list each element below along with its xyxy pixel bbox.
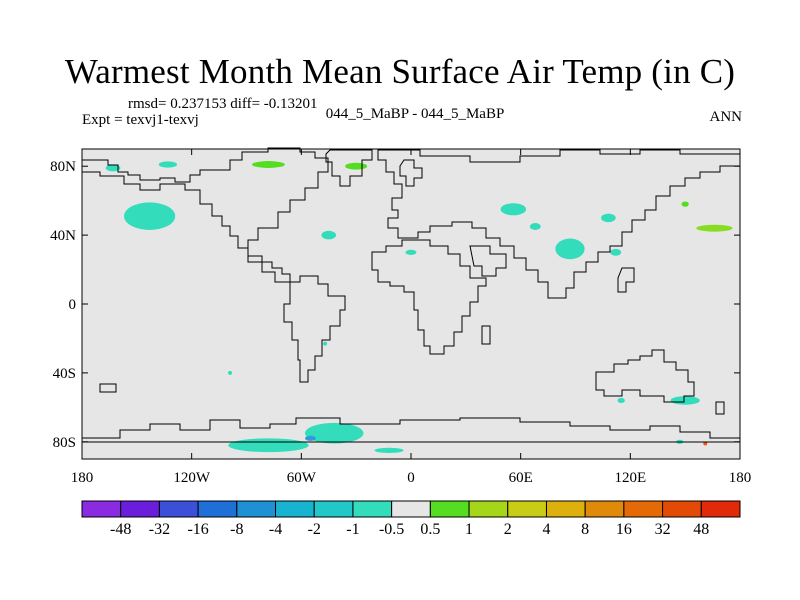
colorbar-label: 0.5	[420, 521, 440, 538]
colorbar-label: -2	[308, 521, 321, 538]
colorbar-swatch	[313, 500, 354, 518]
anomaly-north-pacific-green	[696, 224, 733, 232]
coastline-arabia	[469, 245, 507, 277]
colorbar-swatch	[120, 500, 160, 518]
y-tick-label: 0	[69, 297, 77, 313]
coastline-australia	[595, 349, 695, 403]
x-tick-label: 0	[407, 470, 415, 486]
colorbar-swatch	[662, 500, 702, 518]
anomaly-arctic-canada-cyan	[105, 164, 121, 172]
anomaly-greenland-east-green	[345, 162, 368, 170]
colorbar-label: -8	[230, 521, 243, 538]
coastline-greenland	[325, 149, 373, 187]
colorbar: -48 -32 -16 -8 -4 -2 -1 -0.5 0.5 1 2 4 8 16 32 48	[81, 500, 741, 538]
colorbar-swatch	[623, 500, 664, 518]
anomaly-antarctica-south-cyan	[374, 447, 404, 453]
y-axis: 80N 40N 0 40S 80S	[50, 159, 740, 451]
colorbar-label: 16	[616, 521, 632, 538]
anomaly-india-china-cyan	[555, 238, 585, 260]
coastline-antarctic-peninsula	[99, 383, 117, 393]
colorbar-label: -0.5	[379, 521, 404, 538]
colorbar-label: -32	[149, 521, 170, 538]
x-tick-label: 120W	[173, 470, 211, 486]
y-tick-label: 40N	[50, 228, 76, 244]
anomaly-antarctica-core-blue	[304, 435, 316, 441]
colorbar-swatch	[584, 500, 625, 518]
experiment-label: Expt = texvj1-texvj	[82, 112, 199, 128]
colorbar-swatch	[197, 500, 238, 518]
map-background	[82, 149, 740, 459]
comparison-label: 044_5_MaBP - 044_5_MaBP	[325, 106, 505, 122]
anomaly-japan-cyan	[610, 248, 622, 256]
coastline-africa	[371, 239, 487, 355]
colorbar-swatch	[275, 500, 315, 518]
colorbar-swatch	[158, 500, 199, 518]
anomaly-arctic-bering-cyan	[158, 161, 178, 168]
anomaly-south-america-cyan	[228, 370, 233, 375]
coastline-japan	[617, 267, 635, 293]
coastline-eurasia	[377, 149, 741, 299]
coastline-antarctica	[82, 417, 740, 439]
colorbar-label: 2	[504, 521, 512, 538]
x-tick-label: 180	[71, 470, 94, 486]
anomaly-alaska-cyan	[124, 202, 176, 230]
colorbar-label: -4	[269, 521, 282, 538]
coastline-new-zealand	[715, 401, 725, 415]
colorbar-swatch	[468, 500, 509, 518]
x-axis: 180 120W 60W 0 60E 120E 180	[71, 149, 752, 486]
period-label: ANN	[709, 109, 743, 125]
colorbar-swatch	[81, 500, 122, 518]
coastline-south-america	[283, 275, 346, 383]
coastline-north-america	[82, 147, 329, 283]
y-tick-label: 40S	[53, 366, 76, 382]
colorbar-label: 4	[542, 521, 550, 538]
anomaly-australia-south-cyan	[670, 396, 700, 405]
anomaly-north-asia-cyan	[500, 203, 527, 216]
x-tick-label: 60W	[287, 470, 317, 486]
y-tick-label: 80N	[50, 159, 76, 175]
anomaly-east-asia-cyan	[601, 213, 616, 223]
anomaly-mediterranean-cyan	[405, 249, 417, 255]
coastline-madagascar	[481, 325, 491, 345]
colorbar-swatch	[545, 500, 586, 518]
colorbar-label: 32	[655, 521, 671, 538]
colorbar-label: -16	[187, 521, 208, 538]
colorbar-swatch	[236, 500, 277, 518]
anomaly-south-atlantic-cyan	[323, 341, 328, 346]
colorbar-label: -1	[346, 521, 359, 538]
anomaly-antarctica-ross-cyan	[228, 438, 309, 453]
colorbar-label: 1	[465, 521, 473, 538]
stats-label: rmsd= 0.237153 diff= -0.13201	[128, 96, 318, 112]
anomaly-greenland-north-green	[251, 161, 285, 168]
coastline-layer	[82, 147, 741, 443]
colorbar-label: -48	[110, 521, 131, 538]
map-title: Warmest Month Mean Surface Air Temp (in …	[64, 52, 736, 91]
y-tick-label: 80S	[53, 435, 76, 451]
colorbar-label: 48	[693, 521, 709, 538]
anomaly-australia-west-cyan	[617, 397, 625, 404]
x-tick-label: 120E	[614, 470, 646, 486]
colorbar-label: 8	[581, 521, 589, 538]
anomaly-siberia-green	[681, 201, 689, 207]
colorbar-swatch	[507, 500, 547, 518]
colorbar-swatch	[391, 500, 431, 518]
anomaly-central-asia-cyan	[529, 223, 541, 230]
x-tick-label: 180	[729, 470, 752, 486]
anomaly-antarctica-west-cyan	[304, 422, 364, 444]
x-tick-label: 60E	[509, 470, 533, 486]
colorbar-swatch	[429, 500, 470, 518]
anomaly-north-atlantic-cyan	[321, 230, 337, 240]
coastline-scandinavia	[399, 159, 423, 187]
anomaly-layer	[105, 161, 733, 453]
colorbar-swatch	[352, 500, 393, 518]
colorbar-swatch	[700, 500, 741, 518]
